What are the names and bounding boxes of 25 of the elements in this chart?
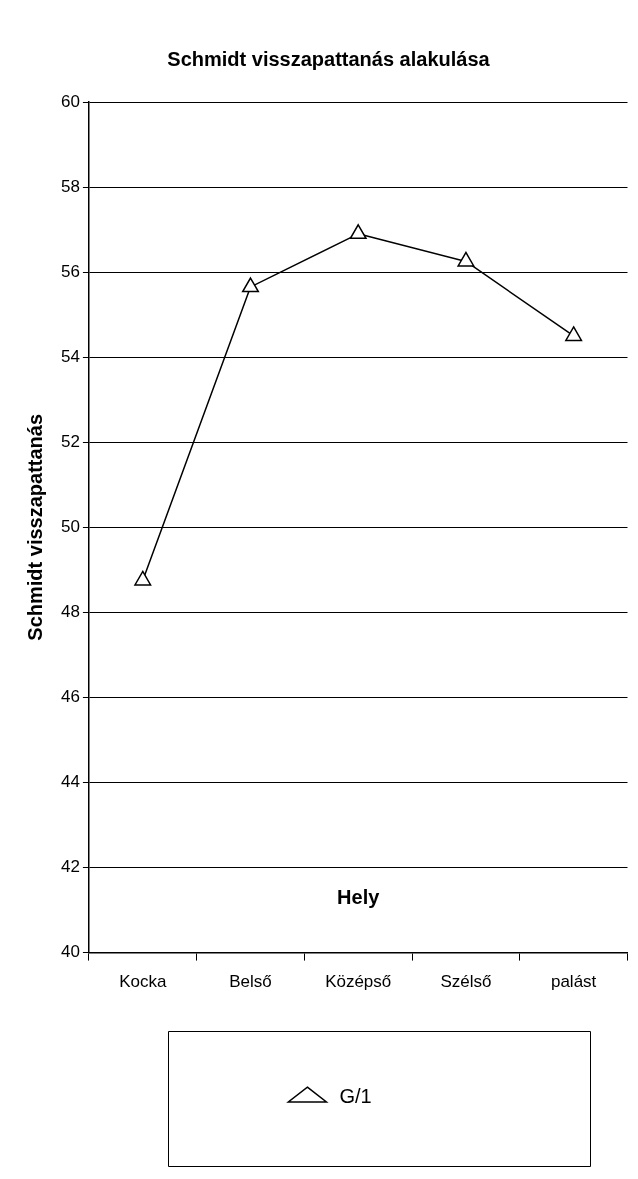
x-axis-title: Hely [337, 886, 381, 909]
x-tick-label: Kocka [119, 972, 167, 992]
x-tick-label: Belső [229, 972, 272, 992]
y-tick-label: 46 [60, 687, 80, 707]
x-tick-label: Szélső [440, 972, 492, 992]
y-tick-label: 56 [60, 261, 80, 281]
y-tick-label: 40 [60, 942, 80, 962]
y-tick-label: 42 [60, 857, 80, 877]
y-tick-label: 58 [60, 176, 80, 196]
point [457, 251, 475, 267]
y-axis-title: Schmidt visszapattanás [23, 413, 46, 641]
point [241, 277, 260, 293]
y-tick-label: 50 [60, 516, 80, 536]
y-tick-label: 48 [60, 602, 80, 622]
legend-label: G/1 [339, 1084, 372, 1107]
y-tick-label: 60 [60, 91, 80, 111]
point [565, 326, 583, 342]
point [134, 570, 152, 586]
y-tick-label: 54 [60, 346, 80, 366]
x-tick-label: palást [550, 972, 597, 992]
chart-title: Schmidt visszapattanás alakulása [167, 47, 491, 70]
point [349, 224, 367, 240]
x-tick-label: Középső [325, 972, 392, 992]
y-tick-label: 44 [60, 772, 80, 792]
y-tick-label: 52 [60, 431, 80, 451]
